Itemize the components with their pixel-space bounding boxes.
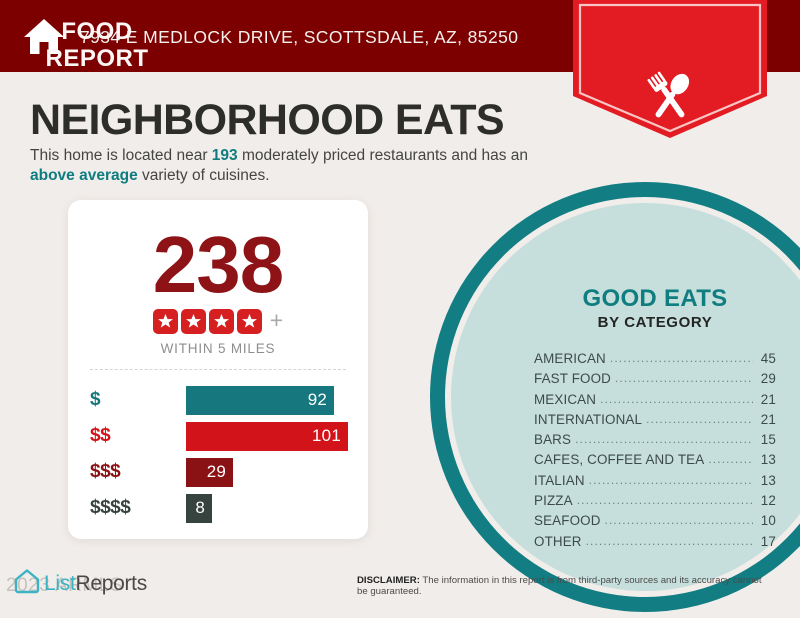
good-eats-circle-fill (451, 203, 800, 591)
leader-dots: ........................................… (588, 472, 753, 487)
category-count: 17 (760, 533, 776, 549)
subtitle-prefix: This home is located near (30, 147, 212, 164)
teal-circle-decoration (430, 182, 800, 618)
leader-dots: ........................................… (615, 371, 753, 386)
category-row: ITALIAN.................................… (534, 471, 776, 491)
price-level-label: $$ (90, 425, 111, 446)
leader-dots: ........................................… (708, 452, 753, 467)
price-level-row: $92 (90, 383, 368, 417)
mls-watermark: 2023 ARMLS (6, 575, 123, 596)
category-count: 45 (760, 351, 776, 366)
stats-card: 238 + WITHIN 5 MILES $92 $$ 101 $$$ 29 $$$$ 8 (68, 200, 368, 539)
page-title: NEIGHBORHOOD EATS (30, 96, 505, 144)
category-name: PIZZA (534, 493, 573, 509)
category-name: MEXICAN (534, 391, 597, 407)
price-level-bar-chart: $92 $$ 101 $$$ 29 $$$$ 8 (68, 383, 368, 525)
price-level-bar: 92 (186, 385, 334, 415)
good-eats-title: GOOD EATS (582, 285, 728, 312)
category-name: INTERNATIONAL (534, 411, 643, 427)
category-row: OTHER...................................… (534, 532, 776, 552)
price-level-row: $$$$ 8 (90, 491, 368, 525)
category-name: FAST FOOD (534, 371, 611, 387)
disclaimer-text: The information in this report is from t… (357, 575, 762, 598)
subtitle-middle: moderately priced restaurants and has an (237, 147, 529, 164)
star-icon (152, 309, 178, 334)
price-level-bar: 101 (186, 421, 348, 451)
listreports-logo-text: ListReports (44, 572, 147, 596)
within-radius-label: WITHIN 5 MILES (160, 341, 276, 356)
leader-dots: ........................................… (585, 533, 753, 548)
category-name: BARS (534, 432, 572, 448)
star-icon (236, 309, 262, 334)
house-logo-icon (14, 568, 40, 599)
good-eats-panel: GOOD EATS BY CATEGORY AMERICAN..........… (520, 285, 790, 552)
category-count: 15 (760, 432, 776, 448)
category-list: AMERICAN................................… (520, 349, 790, 552)
category-count: 13 (760, 452, 776, 468)
category-name: ITALIAN (534, 472, 585, 488)
restaurant-count: 193 (211, 147, 238, 164)
star-icon (180, 309, 206, 334)
category-count: 21 (760, 391, 776, 407)
price-level-row: $$$ 29 (90, 455, 368, 489)
category-row: BARS....................................… (534, 430, 776, 450)
category-count: 29 (760, 371, 776, 387)
star-rating: + (68, 309, 368, 334)
logo-part-reports: Reports (75, 571, 147, 595)
category-row: CAFES, COFFEE AND TEA...................… (534, 450, 776, 470)
leader-dots: ........................................… (609, 351, 753, 365)
price-level-bar: 29 (186, 457, 233, 487)
disclaimer-label: DISCLAIMER: (357, 575, 420, 586)
good-eats-subtitle: BY CATEGORY (597, 314, 713, 331)
price-level-label: $$$ (90, 461, 121, 482)
leader-dots: ........................................… (604, 513, 753, 528)
leader-dots: ........................................… (600, 391, 753, 406)
price-level-row: $$ 101 (90, 419, 368, 453)
leader-dots: ........................................… (576, 493, 753, 508)
variety-emphasis: above average (30, 167, 138, 184)
price-level-label: $$$$ (90, 497, 131, 518)
food-report-badge (573, 0, 767, 138)
star-plus-indicator: + (269, 307, 284, 333)
category-count: 12 (760, 493, 776, 509)
price-level-bar: 8 (186, 493, 212, 523)
category-row: INTERNATIONAL...........................… (534, 410, 776, 430)
listreports-logo: ListReports (14, 568, 147, 599)
category-name: AMERICAN (534, 351, 606, 366)
category-name: OTHER (534, 533, 582, 549)
category-count: 13 (760, 472, 776, 488)
category-row: AMERICAN................................… (534, 349, 776, 369)
page-subtitle: This home is located near 193 moderately… (30, 146, 575, 186)
home-icon (22, 16, 66, 56)
category-row: PIZZA...................................… (534, 491, 776, 511)
category-count: 21 (760, 411, 776, 427)
category-name: SEAFOOD (534, 513, 601, 529)
leader-dots: ........................................… (646, 411, 753, 426)
logo-part-list: List (44, 571, 76, 595)
disclaimer: DISCLAIMER: The information in this repo… (357, 575, 767, 598)
spoon-fork-icon (647, 71, 690, 118)
category-row: MEXICAN.................................… (534, 390, 776, 410)
card-divider (90, 369, 346, 370)
category-count: 10 (760, 513, 776, 529)
price-level-label: $ (90, 389, 101, 410)
subtitle-suffix: variety of cuisines. (137, 167, 270, 184)
leader-dots: ........................................… (575, 432, 753, 447)
category-row: SEAFOOD.................................… (534, 511, 776, 531)
category-name: CAFES, COFFEE AND TEA (534, 452, 705, 468)
property-address: 7934 E MEDLOCK DRIVE, SCOTTSDALE, AZ, 85… (80, 27, 519, 47)
star-icon (208, 309, 234, 334)
category-row: FAST FOOD...............................… (534, 369, 776, 389)
total-restaurants-count: 238 (152, 220, 284, 309)
